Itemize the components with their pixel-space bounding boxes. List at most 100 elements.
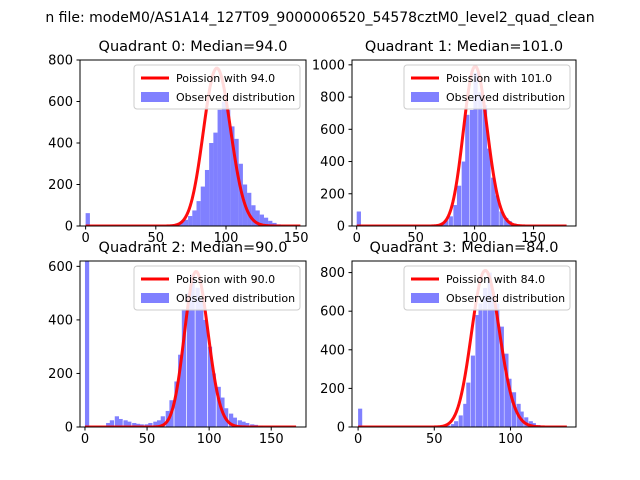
legend-label-fit: Poission with 94.0	[176, 72, 275, 85]
histogram-bar	[456, 185, 462, 226]
histogram-bars	[356, 72, 525, 226]
x-tick-label: 150	[284, 231, 309, 246]
histogram-bar	[188, 216, 193, 226]
histogram-bar	[217, 109, 222, 226]
histogram-bar	[478, 303, 483, 427]
histogram-bar	[443, 220, 449, 226]
histogram-bar	[183, 219, 189, 226]
histogram-bar	[504, 353, 509, 427]
y-tick-label: 200	[320, 382, 345, 397]
histogram-bar	[135, 423, 141, 427]
histogram-bar	[196, 201, 201, 226]
y-tick-label: 400	[48, 137, 73, 152]
histogram-bar	[237, 420, 242, 427]
legend-label-fit: Poission with 101.0	[446, 72, 552, 85]
histogram-bar	[466, 382, 471, 427]
histogram-bar	[160, 416, 165, 427]
x-tick-label: 100	[214, 231, 239, 246]
legend-label-observed: Observed distribution	[176, 292, 295, 305]
histogram-bar	[118, 418, 123, 427]
axes-frame	[79, 260, 307, 428]
histogram-bar	[186, 293, 192, 427]
histogram-bar	[473, 72, 478, 226]
histogram-bar	[470, 355, 475, 427]
histogram-bar	[453, 205, 458, 226]
legend-label-observed: Observed distribution	[446, 91, 565, 104]
histogram-bar	[483, 288, 488, 427]
histogram-bar	[499, 326, 504, 427]
x-tick-label: 150	[521, 231, 546, 246]
x-tick-label: 100	[462, 231, 487, 246]
histogram-bar	[179, 221, 184, 226]
histogram-bar	[202, 319, 208, 427]
histogram-bar	[358, 408, 363, 427]
legend-patch-swatch	[141, 293, 169, 303]
legend-patch-swatch	[411, 293, 439, 303]
histogram-bar	[213, 132, 218, 226]
histogram-bar	[268, 220, 273, 226]
histogram-bar	[225, 109, 231, 226]
histogram-bar	[245, 422, 250, 427]
histogram-bar	[255, 210, 260, 226]
histogram-bar	[114, 416, 119, 427]
histogram-bar	[499, 211, 504, 226]
x-tick-label: 0	[81, 432, 89, 447]
x-tick-label: 50	[407, 231, 424, 246]
histogram-bar	[451, 424, 456, 427]
histogram-bar	[512, 392, 517, 427]
legend-patch-swatch	[411, 92, 439, 102]
histogram-bar	[181, 309, 187, 427]
histogram-bar	[85, 213, 90, 226]
histogram-bar	[490, 291, 495, 427]
histogram-bar	[192, 210, 197, 226]
y-tick-label: 800	[320, 266, 345, 281]
legend-box	[403, 265, 571, 311]
y-tick-label: 800	[320, 91, 345, 106]
histogram-bar	[461, 161, 466, 226]
y-tick-label: 600	[320, 123, 345, 138]
histogram-bar	[504, 217, 509, 226]
y-tick-label: 400	[320, 343, 345, 358]
x-tick-label: 100	[498, 432, 523, 447]
subplot-title: Quadrant 0: Median=94.0	[99, 39, 288, 55]
subplot-quadrant-0: 0 50 100 150 0 200 400 600 800 Quadrant 0: Median…	[48, 39, 308, 246]
histogram-bar	[263, 217, 269, 226]
histogram-bar	[446, 425, 451, 427]
histogram-bar	[132, 422, 137, 427]
legend-label-observed: Observed distribution	[176, 91, 295, 104]
histogram-bar	[528, 421, 533, 427]
x-tick-label: 50	[426, 432, 443, 447]
y-tick-label: 200	[48, 178, 73, 193]
histogram-bar	[487, 272, 492, 427]
y-tick-label: 200	[48, 367, 73, 382]
histogram-bar	[454, 421, 459, 427]
histogram-bar	[482, 105, 488, 226]
y-tick-label: 400	[320, 155, 345, 170]
histogram-bar	[241, 421, 246, 427]
histogram-bar	[127, 421, 132, 427]
histogram-bar	[153, 421, 158, 427]
histogram-bar	[207, 346, 213, 427]
x-tick-label: 0	[81, 231, 89, 246]
x-tick-label: 0	[354, 432, 362, 447]
y-tick-label: 1000	[312, 58, 345, 73]
y-tick-label: 800	[48, 54, 73, 69]
y-tick-label: 0	[337, 421, 345, 436]
histogram-bar	[458, 415, 463, 427]
y-tick-label: 0	[65, 421, 73, 436]
histogram-bar	[178, 354, 183, 427]
histogram-bar	[109, 420, 115, 427]
histogram-bar	[211, 373, 216, 427]
histogram-bar	[475, 315, 480, 427]
x-tick-label: 50	[139, 432, 156, 447]
histogram-bar	[234, 138, 239, 226]
histogram-bar	[251, 205, 256, 226]
legend-patch-swatch	[141, 92, 169, 102]
histogram-bar	[106, 422, 111, 427]
subplot-quadrant-1: 0 50 100 150 0 200 400 600 800 1000 Quadrant 1: Me…	[312, 39, 577, 246]
x-tick-label: 50	[148, 231, 165, 246]
histogram-bar	[148, 422, 153, 427]
histogram-bar	[199, 298, 204, 427]
legend: Poission with 94.0 Observed distribution	[133, 64, 301, 110]
subplot-title: Quadrant 3: Median=84.0	[370, 240, 559, 256]
